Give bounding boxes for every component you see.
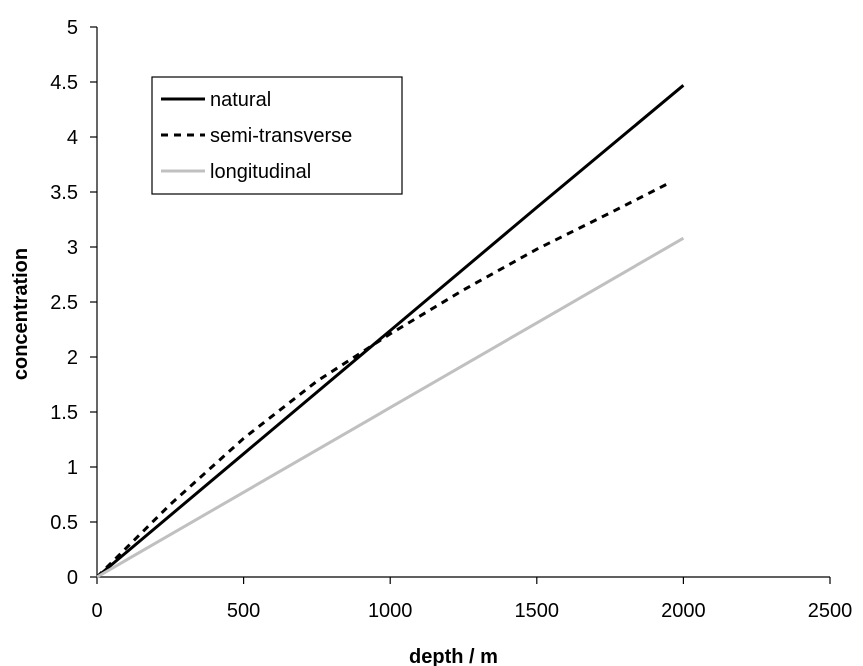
y-tick-label: 1 <box>67 457 78 479</box>
legend-label: natural <box>210 89 271 111</box>
x-tick-label: 2000 <box>661 600 706 622</box>
series-line-semi-transverse <box>95 181 670 579</box>
x-tick-label: 1500 <box>515 600 560 622</box>
y-tick-label: 1.5 <box>50 402 78 424</box>
y-tick-label: 4.5 <box>50 72 78 94</box>
x-tick-label: 2500 <box>808 600 853 622</box>
x-axis-title: depth / m <box>409 646 498 666</box>
series-line-longitudinal <box>96 236 685 579</box>
x-tick-label: 500 <box>227 600 260 622</box>
series-line-natural <box>96 84 685 579</box>
legend: natural semi-transverse longitudinal <box>151 76 403 195</box>
y-tick-label: 0 <box>67 567 78 589</box>
y-tick-label: 3 <box>67 237 78 259</box>
ticks <box>90 26 831 584</box>
y-tick-label: 2.5 <box>50 292 78 314</box>
series-lines <box>95 84 685 579</box>
y-axis-title: concentration <box>10 248 32 380</box>
y-tick-label: 0.5 <box>50 512 78 534</box>
x-tick-label: 0 <box>91 600 102 622</box>
y-tick-label: 5 <box>67 17 78 39</box>
legend-label: longitudinal <box>210 161 311 183</box>
x-tick-label: 1000 <box>368 600 413 622</box>
tick-labels: 0 0.5 1 1.5 2 2.5 3 3.5 4 4.5 5 0 500 1000 1500 2000 250… <box>50 17 852 622</box>
y-tick-label: 4 <box>67 127 78 149</box>
y-tick-label: 3.5 <box>50 182 78 204</box>
legend-label: semi-transverse <box>210 125 352 147</box>
y-tick-label: 2 <box>67 347 78 369</box>
